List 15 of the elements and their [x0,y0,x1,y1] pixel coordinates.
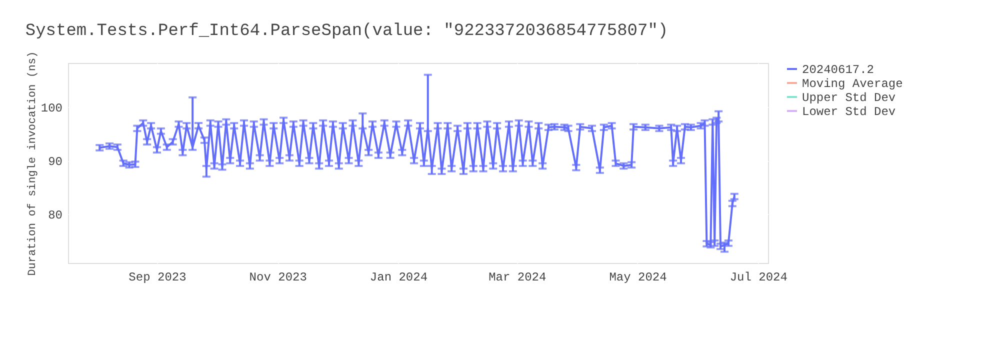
x-tick-label: May 2024 [609,270,667,284]
x-tick-label: Sep 2023 [128,270,186,284]
x-tick-label: Mar 2024 [488,270,546,284]
x-tick-label: Jan 2024 [370,270,428,284]
x-tick-label: Nov 2023 [249,270,307,284]
y-tick-label: 80 [48,208,62,223]
chart-title: System.Tests.Perf_Int64.ParseSpan(value: "9223372036854775807") [25,22,668,41]
legend-label: Upper Std Dev [802,91,896,105]
y-tick-label: 90 [48,155,62,170]
y-axis-title: Duration of single invocation (ns) [26,51,39,276]
legend-label: Lower Std Dev [802,105,896,119]
x-tick-label: Jul 2024 [730,270,788,284]
y-tick-label: 100 [40,101,62,116]
legend-label: 20240617.2 [802,63,874,77]
legend-label: Moving Average [802,77,903,91]
